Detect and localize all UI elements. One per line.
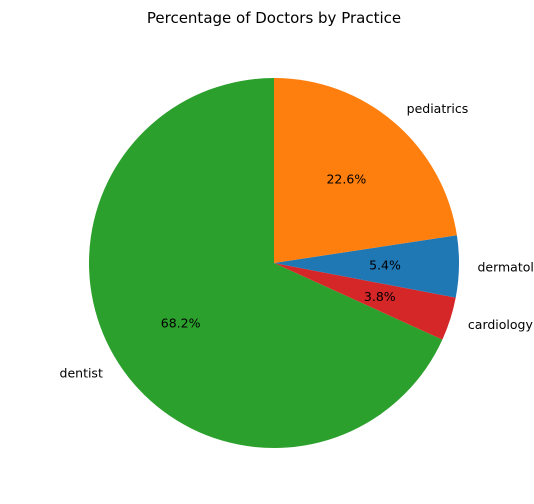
pie-slice-dermatology	[274, 235, 460, 298]
slice-label-dermatology: dermatology	[477, 259, 534, 274]
chart-title: Percentage of Doctors by Practice	[147, 9, 401, 27]
pie-slice-pediatrics	[274, 77, 457, 263]
slice-label-dentist: dentist	[60, 366, 103, 381]
pie-slice-dentist	[89, 78, 443, 449]
pie-labels: 68.2% dentist 3.8% cardiology 5.4% dermatolog…	[60, 101, 534, 380]
pct-label-dermatology: 5.4%	[369, 258, 401, 273]
pct-label-pediatrics: 22.6%	[326, 171, 366, 186]
slice-label-cardiology: cardiology	[468, 317, 534, 332]
slice-label-pediatrics: pediatrics	[407, 101, 469, 116]
pct-label-dentist: 68.2%	[161, 316, 201, 331]
pct-label-cardiology: 3.8%	[364, 289, 396, 304]
pie-slice-cardiology	[274, 263, 456, 340]
pie-slices	[89, 77, 460, 449]
